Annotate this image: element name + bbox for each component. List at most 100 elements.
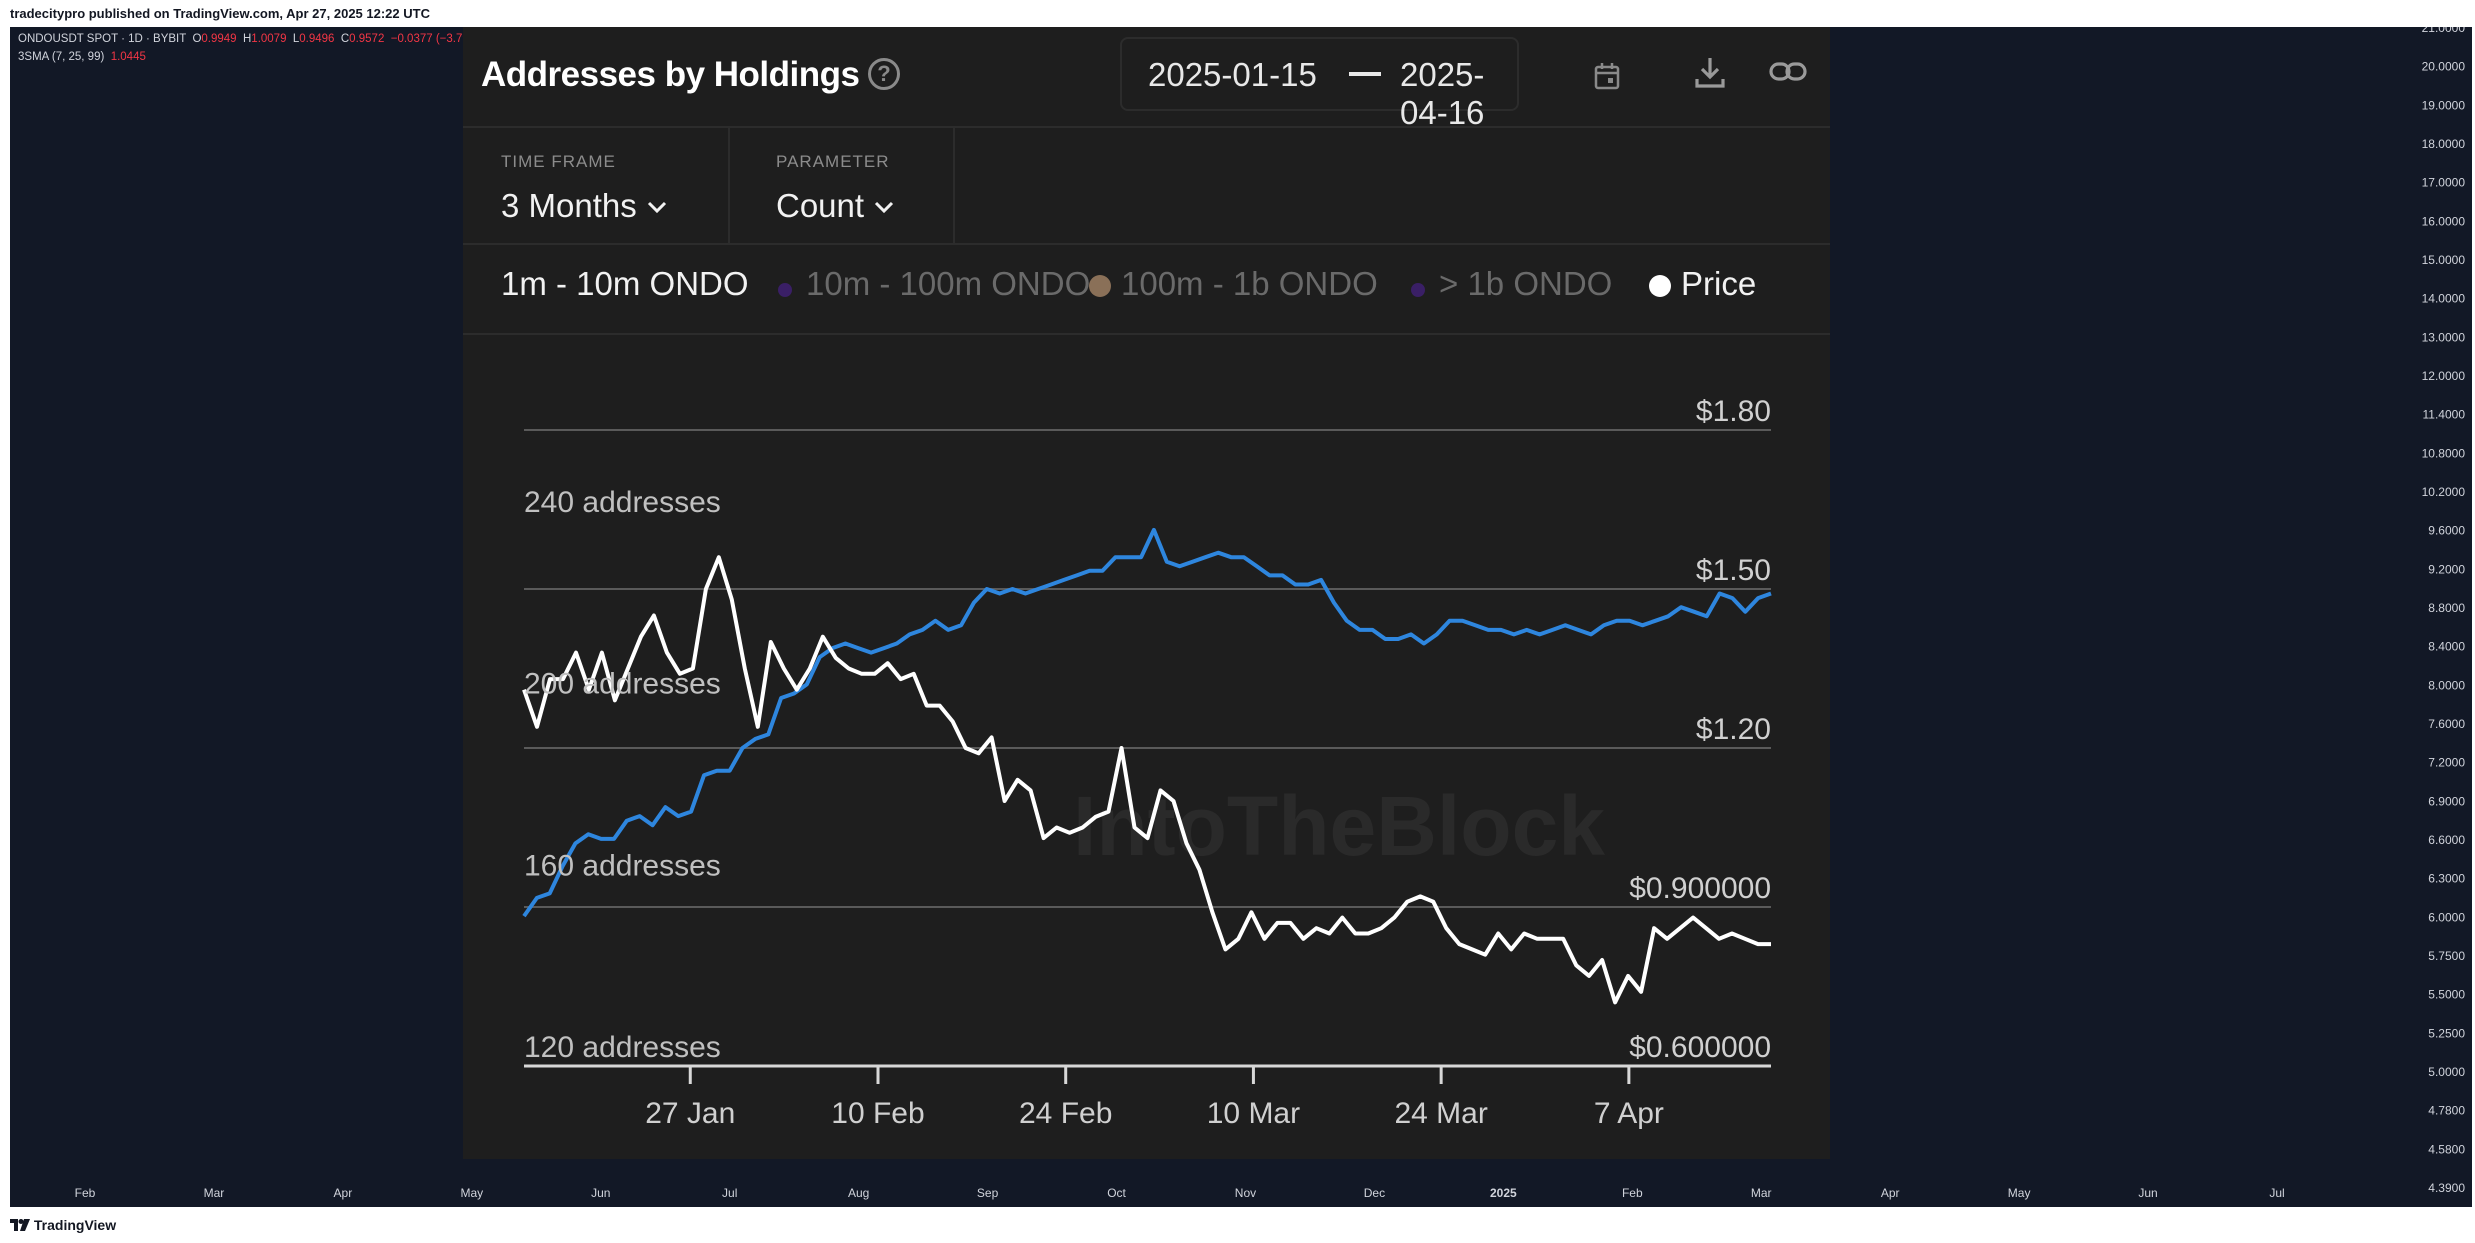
price-axis-tick: 12.0000: [2422, 369, 2466, 383]
legend-item-price[interactable]: Price: [1649, 265, 1756, 303]
legend-label: 10m - 100m ONDO: [806, 265, 1091, 302]
time-axis-tick: Apr: [334, 1186, 353, 1200]
time-axis-tick: Mar: [204, 1186, 225, 1200]
date-to[interactable]: 2025-04-16: [1400, 56, 1485, 131]
legend-label: 1m - 10m ONDO: [501, 265, 749, 302]
divider-legend-bottom: [463, 333, 1830, 335]
sma-label: 3SMA (7, 25, 99): [18, 51, 105, 63]
ohlc-change: −0.0377 (−3.79%): [390, 33, 483, 45]
left-axis-label: 200 addresses: [524, 668, 721, 701]
parameter-value: Count: [776, 187, 865, 224]
legend-item-10m-100m[interactable]: 10m - 100m ONDO: [778, 265, 1090, 303]
sma-legend[interactable]: 3SMA (7, 25, 99) 1.0445: [18, 51, 146, 63]
price-axis-tick: 5.0000: [2428, 1065, 2465, 1079]
link-icon[interactable]: [1768, 57, 1808, 87]
price-axis-tick: 8.8000: [2428, 601, 2465, 615]
price-axis-tick: 6.9000: [2428, 794, 2465, 808]
price-axis-tick: 4.7800: [2428, 1104, 2465, 1118]
tradingview-logo-icon: [10, 1219, 30, 1231]
price-axis-tick: 14.0000: [2422, 292, 2466, 306]
right-axis-label: $0.900000: [1629, 872, 1771, 905]
time-axis-tick: Sep: [977, 1186, 999, 1200]
right-axis-label: $0.600000: [1629, 1031, 1771, 1064]
price-axis-tick: 7.6000: [2428, 717, 2465, 731]
price-axis-tick: 4.5800: [2428, 1142, 2465, 1156]
price-axis-tick: 15.0000: [2422, 253, 2466, 267]
date-range-picker[interactable]: 2025-01-15 2025-04-16: [1120, 37, 1620, 131]
ohlc-c-label: C: [340, 33, 350, 45]
divider-controls-2: [953, 128, 955, 243]
date-range-dash: [1349, 72, 1381, 76]
price-axis-tick: 10.2000: [2422, 485, 2466, 499]
time-axis-tick: Nov: [1235, 1186, 1256, 1200]
price-axis-tick: 21.0000: [2422, 27, 2466, 35]
series-line-1m-10m[interactable]: [522, 527, 1772, 918]
price-axis-tick: 7.2000: [2428, 756, 2465, 770]
price-axis-tick: 6.3000: [2428, 872, 2465, 886]
chevron-down-icon: [875, 201, 894, 213]
time-axis-tick: Jul: [722, 1186, 737, 1200]
time-axis-tick: Mar: [1751, 1186, 1772, 1200]
tradingview-logo-text: TradingView: [33, 1217, 117, 1233]
legend-label: 100m - 1b ONDO: [1121, 265, 1378, 302]
series-line-price[interactable]: [522, 555, 1771, 1005]
time-axis-tick: Feb: [75, 1186, 96, 1200]
timeframe-select[interactable]: 3 Months: [501, 187, 667, 225]
price-axis-tick: 11.4000: [2423, 408, 2466, 422]
legend-dot: [1649, 275, 1671, 297]
legend-item-1m-10m[interactable]: 1m - 10m ONDO: [501, 265, 749, 303]
addresses-chart[interactable]: IntoTheBlock $0.600000 $0.900000 $1.20 $1.5…: [463, 333, 1830, 1133]
legend-dot: [778, 283, 792, 297]
ohlc-h-label: H: [242, 33, 252, 45]
time-axis-tick: Aug: [848, 1186, 869, 1200]
legend-item-100m-1b[interactable]: 100m - 1b ONDO: [1089, 265, 1378, 303]
price-axis-tick: 19.0000: [2422, 98, 2466, 112]
time-axis-tick: May: [2008, 1186, 2031, 1200]
price-axis-tick: 9.6000: [2428, 524, 2465, 538]
price-axis-tick: 10.8000: [2422, 446, 2466, 460]
tradingview-footer: TradingView: [0, 1207, 2475, 1243]
watermark: IntoTheBlock: [1073, 779, 1605, 873]
time-axis-tick: May: [460, 1186, 483, 1200]
divider-top: [463, 126, 1830, 128]
right-axis-label: $1.20: [1696, 713, 1771, 746]
sma-value: 1.0445: [110, 51, 146, 63]
legend-label: > 1b ONDO: [1439, 265, 1613, 302]
x-tick-label: 24 Mar: [1394, 1097, 1487, 1130]
download-icon[interactable]: [1693, 55, 1727, 89]
legend-item-over-1b[interactable]: > 1b ONDO: [1411, 265, 1612, 303]
timeframe-value: 3 Months: [501, 187, 637, 224]
time-axis-tick: 2025: [1490, 1186, 1517, 1200]
price-axis-tick: 6.0000: [2428, 910, 2465, 924]
ohlc-high: 1.0079: [251, 33, 287, 45]
price-axis-tick: 8.0000: [2428, 678, 2465, 692]
price-axis-tick: 20.0000: [2422, 60, 2466, 74]
right-axis-label: $1.80: [1696, 395, 1771, 428]
divider-legend-top: [463, 243, 1830, 245]
symbol-legend[interactable]: ONDOUSDT SPOT · 1D · BYBIT O0.9949 H1.00…: [18, 33, 483, 45]
tradingview-axes: 21.0000 20.0000 19.0000 18.0000 17.0000 16.00…: [75, 27, 2466, 1200]
price-axis-tick: 16.0000: [2422, 214, 2466, 228]
parameter-select[interactable]: Count: [776, 187, 894, 225]
time-axis-tick: Jun: [591, 1186, 610, 1200]
date-from[interactable]: 2025-01-15: [1148, 56, 1317, 93]
price-axis-tick: 13.0000: [2422, 330, 2466, 344]
ohlc-close: 0.9572: [349, 33, 385, 45]
ohlc-l-label: L: [292, 33, 300, 45]
divider-controls-1: [728, 128, 730, 243]
help-icon[interactable]: ?: [868, 58, 900, 90]
left-axis-label: 160 addresses: [524, 849, 721, 882]
chevron-down-icon: [647, 201, 666, 213]
legend-dot: [1411, 283, 1425, 297]
time-axis-tick: Jul: [2269, 1186, 2284, 1200]
right-axis-label: $1.50: [1696, 554, 1771, 587]
time-axis-tick: Jun: [2138, 1186, 2157, 1200]
ohlc-low: 0.9496: [299, 33, 335, 45]
price-axis-tick: 5.5000: [2428, 988, 2465, 1002]
tradingview-logo[interactable]: TradingView: [10, 1217, 116, 1233]
widget-title: Addresses by Holdings: [481, 55, 860, 94]
calendar-icon[interactable]: [1594, 62, 1620, 90]
legend-label: Price: [1681, 265, 1757, 302]
time-axis-tick: Apr: [1881, 1186, 1900, 1200]
left-axis-label: 240 addresses: [524, 486, 721, 519]
